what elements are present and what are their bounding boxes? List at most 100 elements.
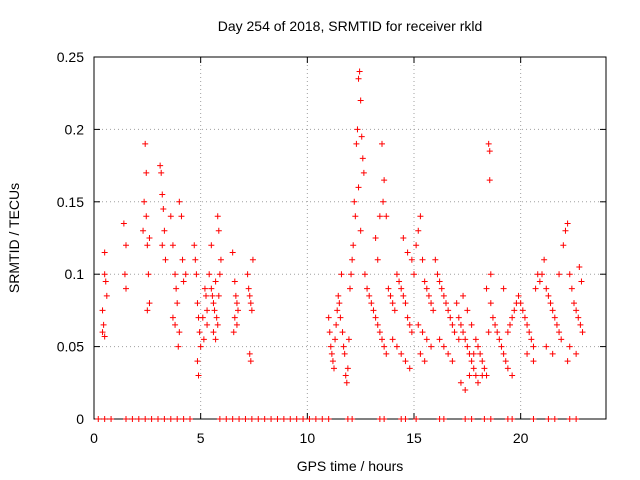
data-point <box>457 379 464 386</box>
data-point <box>404 314 411 321</box>
data-point <box>203 292 209 299</box>
data-point <box>344 365 351 372</box>
data-point <box>99 329 106 336</box>
data-point <box>549 350 556 357</box>
data-point <box>541 256 548 263</box>
data-point <box>287 416 294 422</box>
data-point <box>194 300 201 307</box>
data-point <box>246 350 253 357</box>
data-point <box>379 140 385 147</box>
data-point <box>161 227 168 234</box>
data-point <box>366 292 373 299</box>
data-point <box>174 300 181 307</box>
data-point <box>571 300 577 307</box>
data-point <box>487 271 494 278</box>
data-point <box>509 372 516 379</box>
data-point <box>566 416 573 422</box>
data-point <box>419 329 426 336</box>
data-point <box>398 350 405 357</box>
data-point <box>483 285 490 292</box>
data-point <box>545 292 552 299</box>
data-point <box>169 314 176 321</box>
data-point <box>551 314 558 321</box>
data-point <box>332 336 339 343</box>
data-point <box>196 329 203 336</box>
data-point <box>460 329 467 336</box>
data-point <box>280 416 287 422</box>
data-point <box>451 329 458 336</box>
data-point <box>553 321 560 328</box>
data-point <box>413 416 420 422</box>
data-point <box>566 343 573 350</box>
data-point <box>504 329 511 336</box>
data-point <box>326 329 333 336</box>
data-point <box>140 227 147 234</box>
data-point <box>519 307 526 314</box>
data-point <box>368 300 375 307</box>
data-point <box>211 307 218 314</box>
data-point <box>194 358 201 365</box>
data-point <box>210 300 217 307</box>
data-point <box>348 271 355 278</box>
data-point <box>101 416 108 422</box>
data-point <box>408 329 415 336</box>
data-point <box>229 249 236 256</box>
data-point <box>159 191 166 198</box>
data-point <box>391 307 398 314</box>
data-point <box>413 242 420 249</box>
data-point <box>191 242 198 249</box>
data-point <box>564 358 571 365</box>
data-point <box>176 198 183 205</box>
data-point <box>123 242 129 249</box>
data-point <box>545 416 552 422</box>
data-point <box>325 416 332 422</box>
data-point <box>440 292 447 299</box>
data-point <box>517 300 524 307</box>
data-point <box>575 314 582 321</box>
data-point <box>573 307 580 314</box>
data-point <box>440 343 447 350</box>
data-point <box>268 416 275 422</box>
data-point <box>167 416 174 422</box>
data-point <box>100 321 107 328</box>
y-tick-label: 0 <box>76 411 84 427</box>
data-point <box>381 177 388 184</box>
data-point <box>249 256 256 263</box>
data-point <box>180 416 187 422</box>
data-point <box>306 416 313 422</box>
data-point <box>485 140 492 147</box>
data-point <box>543 285 550 292</box>
data-point <box>462 416 469 422</box>
data-point <box>325 314 332 321</box>
data-point <box>447 314 454 321</box>
data-point <box>502 358 509 365</box>
data-point <box>174 416 181 422</box>
data-point <box>404 249 411 256</box>
data-point <box>135 416 142 422</box>
data-point <box>247 358 254 365</box>
x-tick-label: 20 <box>513 430 529 446</box>
data-point <box>568 285 575 292</box>
data-point <box>146 300 153 307</box>
data-point <box>172 271 179 278</box>
data-point <box>167 213 174 220</box>
data-point <box>182 271 189 278</box>
data-point <box>579 329 586 336</box>
y-tick-label: 0.2 <box>65 121 85 137</box>
data-point <box>364 285 371 292</box>
data-point <box>300 416 307 422</box>
data-point <box>408 256 415 263</box>
data-point <box>421 358 428 365</box>
data-point <box>530 358 537 365</box>
data-point <box>245 285 252 292</box>
data-point <box>208 242 215 249</box>
data-point <box>396 278 403 285</box>
data-point <box>331 365 337 372</box>
data-point <box>350 242 357 249</box>
data-point <box>358 133 365 140</box>
data-point <box>217 256 224 263</box>
data-point <box>481 416 488 422</box>
data-point <box>209 292 216 299</box>
data-point <box>406 321 413 328</box>
data-point <box>487 416 494 422</box>
